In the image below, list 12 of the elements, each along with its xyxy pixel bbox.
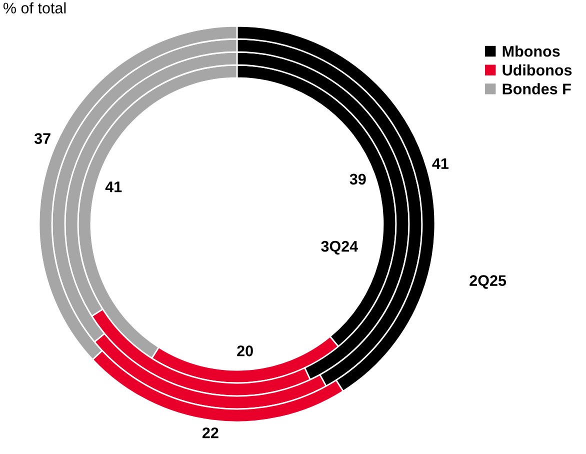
chart-title: % of total [3,2,66,14]
legend-label: Mbonos [502,46,560,57]
data-label: 39 [350,174,366,185]
slice-label: 3Q24 [321,240,358,255]
data-label: 22 [202,427,218,438]
legend-label: Udibonos [502,64,572,76]
data-label: 20 [237,346,253,356]
data-label: 37 [34,133,50,144]
slice-label: 2Q25 [470,275,506,289]
data-label: 41 [105,182,122,192]
legend-label: Bondes F [502,83,571,94]
data-label: 41 [432,158,449,169]
